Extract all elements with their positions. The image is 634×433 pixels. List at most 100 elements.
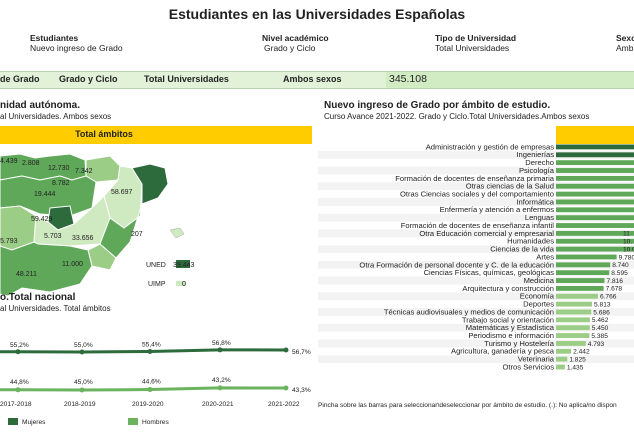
bar[interactable] xyxy=(556,285,604,291)
filter-value[interactable]: Nuevo ingreso de Grado xyxy=(30,43,123,53)
point-hombres[interactable] xyxy=(147,387,153,393)
bar-category-label[interactable]: Ingenierías xyxy=(516,150,554,159)
bar-category-label[interactable]: Arquitectura y construcción xyxy=(462,284,554,293)
point-mujeres[interactable] xyxy=(283,347,289,353)
bar[interactable] xyxy=(556,223,634,228)
region-baleares[interactable] xyxy=(169,227,185,239)
map-value: 48.211 xyxy=(16,271,37,278)
bar[interactable] xyxy=(556,317,590,323)
point-mujeres[interactable] xyxy=(15,349,21,355)
legend-hombres[interactable]: Hombres xyxy=(142,419,169,426)
bar-category-label[interactable]: Técnicas audiovisuales y medios de comun… xyxy=(384,307,554,316)
bar[interactable] xyxy=(556,191,634,197)
uned-swatch[interactable] xyxy=(176,260,190,268)
point-mujeres[interactable] xyxy=(147,349,153,355)
point-hombres[interactable] xyxy=(79,387,85,393)
bar-category-label[interactable]: Ciencias Físicas, químicas, geológicas xyxy=(424,268,555,277)
bar-category-label[interactable]: Turismo y Hostelería xyxy=(484,339,555,348)
bar[interactable] xyxy=(556,152,634,158)
summary-nivel: Grado y Ciclo xyxy=(59,74,118,84)
bar-category-label[interactable]: Matemáticas y Estadística xyxy=(466,323,555,332)
point-hombres[interactable] xyxy=(15,387,21,393)
series-hombres-line[interactable] xyxy=(0,386,287,392)
uned-value: 39.443 xyxy=(173,262,195,269)
bar[interactable] xyxy=(556,278,605,283)
bar-category-label[interactable]: Humanidades xyxy=(507,237,554,246)
bar-category-label[interactable]: Artes xyxy=(536,252,554,261)
bar-category-label[interactable]: Periodismo e información xyxy=(468,331,554,340)
bar[interactable] xyxy=(556,333,590,338)
bar-category-label[interactable]: Ciencias de la vida xyxy=(490,245,555,254)
bar-category-label[interactable]: Formación de docentes de enseñanza prima… xyxy=(395,174,554,183)
point-hombres[interactable] xyxy=(217,385,223,391)
filter-value[interactable]: Grado y Ciclo xyxy=(264,43,316,53)
bar[interactable] xyxy=(556,144,634,150)
point-hombres[interactable] xyxy=(283,385,289,391)
label-hombres: 44,8% xyxy=(10,379,29,386)
bar[interactable] xyxy=(556,168,634,173)
bar[interactable] xyxy=(556,309,592,315)
bar[interactable] xyxy=(556,348,572,354)
bar-category-label[interactable]: Formación de docentes de enseñanza infan… xyxy=(401,221,555,230)
region-cataluna[interactable] xyxy=(131,163,169,205)
bar-row-bg xyxy=(318,292,634,301)
bar[interactable] xyxy=(556,199,634,205)
bar-category-label[interactable]: Informática xyxy=(516,197,554,206)
uimp-label: UIMP xyxy=(148,281,166,288)
bar[interactable] xyxy=(556,254,617,260)
bar-category-label[interactable]: Psicología xyxy=(519,166,555,175)
bar-category-label[interactable]: Medicina xyxy=(524,276,555,285)
bar[interactable] xyxy=(556,293,598,299)
bar-category-label[interactable]: Otra Educación comercial y empresarial xyxy=(419,229,554,238)
bar[interactable] xyxy=(556,356,568,362)
legend-hombres-swatch[interactable] xyxy=(128,418,138,425)
bar[interactable] xyxy=(556,183,634,189)
bar-category-label[interactable]: Veterinaria xyxy=(518,355,555,364)
bar-category-label[interactable]: Otras Ciencias sociales y del comportami… xyxy=(400,190,554,199)
point-mujeres[interactable] xyxy=(79,349,85,355)
bar[interactable] xyxy=(556,262,611,268)
bar[interactable] xyxy=(556,207,634,213)
bar-category-label[interactable]: Administración y gestión de empresas xyxy=(426,142,555,151)
x-tick-label: 2017-2018 xyxy=(0,401,32,408)
filter-value[interactable]: Amb xyxy=(616,43,634,53)
spain-map[interactable]: 4.439 2.808 12.730 8.782 19.444 7.342 58… xyxy=(0,146,312,306)
bar-category-label[interactable]: Lenguas xyxy=(525,213,554,222)
region-andalucia[interactable] xyxy=(0,241,93,297)
bar[interactable] xyxy=(556,364,565,370)
bar[interactable] xyxy=(556,270,610,276)
ambito-bar-chart[interactable]: Administración y gestión de empresasInge… xyxy=(318,140,634,394)
bar[interactable] xyxy=(556,230,634,236)
bar-category-label[interactable]: Trabajo social y orientación xyxy=(462,315,554,324)
bar-row-bg xyxy=(318,150,634,159)
label-hombres: 44,6% xyxy=(142,379,161,386)
bar-category-label[interactable]: Derecho xyxy=(525,158,554,167)
bar-category-label[interactable]: Otros Servicios xyxy=(503,362,555,371)
filter-label: Sexo xyxy=(616,33,634,43)
bar-category-label[interactable]: Agricultura, ganadería y pesca xyxy=(451,347,555,356)
bar[interactable] xyxy=(556,325,590,331)
bar-row-bg xyxy=(318,308,634,316)
bar[interactable] xyxy=(556,175,634,181)
bar-category-label[interactable]: Otras ciencias de la Salud xyxy=(466,182,554,191)
bar-category-label[interactable]: Enfermería y atención a enfermos xyxy=(440,205,555,214)
legend-mujeres-swatch[interactable] xyxy=(8,418,18,425)
legend-mujeres[interactable]: Mujeres xyxy=(22,419,46,426)
bar-category-label[interactable]: Otra Formación de personal docente y C. … xyxy=(359,260,554,269)
region-murcia[interactable] xyxy=(87,243,117,271)
series-mujeres-line[interactable] xyxy=(0,348,287,354)
trend-line-chart[interactable]: Mujeres Hombres 55,2% 55,0% 55,4% 56,8% 56,7… xyxy=(0,340,312,433)
bar-category-label[interactable]: Deportes xyxy=(523,300,554,309)
bar[interactable] xyxy=(556,160,634,166)
bar[interactable] xyxy=(556,215,634,221)
bar[interactable] xyxy=(556,238,634,244)
filter-value[interactable]: Total Universidades xyxy=(435,43,510,53)
summary-sexo: Ambos sexos xyxy=(283,74,342,84)
point-mujeres[interactable] xyxy=(217,347,223,353)
uimp-swatch[interactable] xyxy=(176,281,186,286)
bar[interactable] xyxy=(556,301,593,307)
bar[interactable] xyxy=(556,341,586,346)
bar-category-label[interactable]: Economía xyxy=(520,292,555,301)
bar[interactable] xyxy=(556,246,634,252)
map-value: 5.793 xyxy=(0,238,18,245)
